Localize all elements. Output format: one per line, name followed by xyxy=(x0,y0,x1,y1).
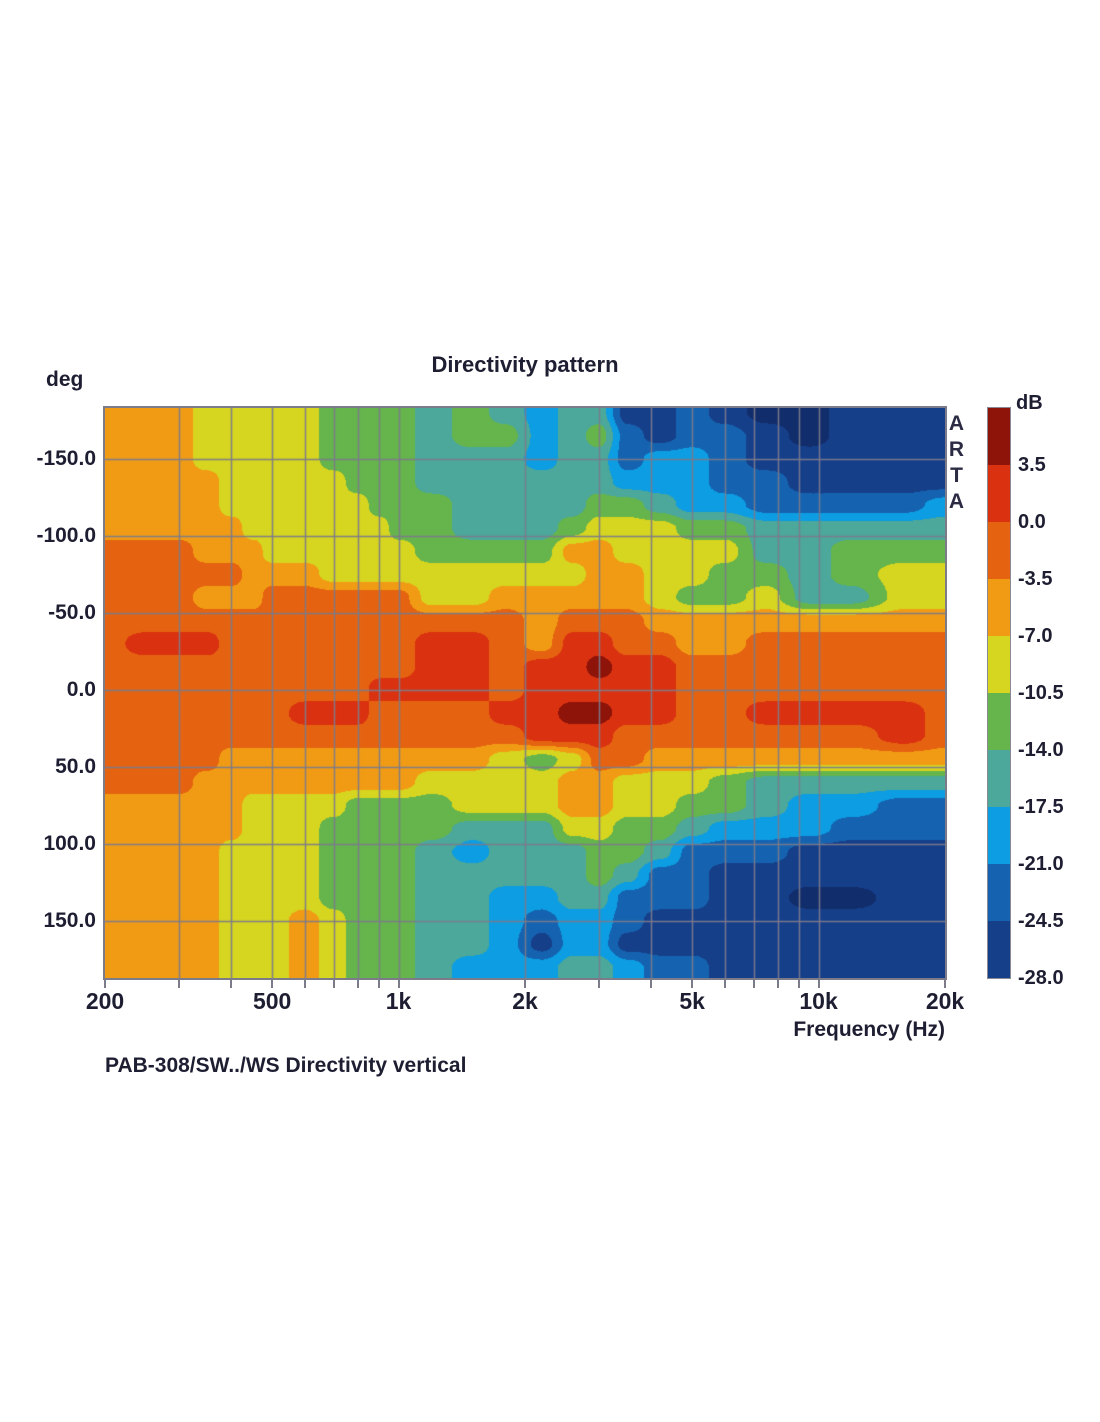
colorbar-band xyxy=(988,465,1010,522)
x-tick-mark xyxy=(356,979,359,988)
x-tick-mark xyxy=(378,979,381,988)
colorbar-tick-label: 0.0 xyxy=(1018,511,1046,533)
colorbar-unit-label: dB xyxy=(1016,392,1043,414)
x-tick-mark xyxy=(397,979,400,988)
colorbar-band xyxy=(988,693,1010,750)
x-axis-title: Frequency (Hz) xyxy=(793,1018,945,1041)
y-tick-label: 0.0 xyxy=(66,677,96,701)
colorbar-tick-label: -17.5 xyxy=(1018,796,1064,818)
y-tick-label: 100.0 xyxy=(43,831,96,855)
x-tick-mark xyxy=(944,979,946,988)
directivity-heatmap-canvas xyxy=(105,408,945,978)
x-tick-label: 5k xyxy=(679,988,705,1014)
x-tick-label: 10k xyxy=(799,988,838,1014)
colorbar-band xyxy=(988,807,1010,864)
x-tick-mark xyxy=(597,979,600,988)
y-tick-label: -100.0 xyxy=(36,523,96,547)
x-tick-label: 20k xyxy=(925,988,965,1014)
colorbar-tick-label: -24.5 xyxy=(1018,910,1064,932)
x-tick-mark xyxy=(752,979,755,988)
x-tick-label: 2k xyxy=(512,988,538,1014)
x-tick-label: 500 xyxy=(252,988,292,1014)
x-tick-mark xyxy=(104,979,106,988)
colorbar-band xyxy=(988,522,1010,579)
y-tick-label: 150.0 xyxy=(43,909,96,932)
x-tick-mark xyxy=(724,979,727,988)
x-tick-mark xyxy=(230,979,233,988)
chart-title: Directivity pattern xyxy=(431,352,619,377)
colorbar-tick-label: -28.0 xyxy=(1018,967,1064,989)
x-tick-mark xyxy=(817,979,820,988)
colorbar-tick-label: 3.5 xyxy=(1018,454,1046,476)
colorbar-tick-label: -3.5 xyxy=(1018,568,1053,590)
x-tick-mark xyxy=(691,979,694,988)
arta-watermark: ARTA xyxy=(945,412,968,516)
x-tick-mark xyxy=(332,979,335,988)
colorbar-band xyxy=(988,750,1010,807)
x-tick-label: 200 xyxy=(85,988,125,1014)
colorbar-tick-label: -10.5 xyxy=(1018,682,1064,704)
x-tick-mark xyxy=(304,979,307,988)
colorbar-tick-label: -7.0 xyxy=(1018,625,1053,647)
x-tick-label: 1k xyxy=(385,988,412,1014)
plot-area xyxy=(103,406,947,980)
colorbar-tick-label: -14.0 xyxy=(1018,739,1064,761)
chart-caption: PAB-308/SW../WS Directivity vertical xyxy=(105,1054,467,1077)
y-tick-label: -150.0 xyxy=(36,446,96,470)
x-tick-mark xyxy=(524,979,526,988)
colorbar-band xyxy=(988,864,1010,921)
x-tick-mark xyxy=(177,979,180,988)
colorbar-band xyxy=(988,636,1010,693)
y-axis-unit-label: deg xyxy=(46,368,84,391)
colorbar xyxy=(987,407,1011,979)
y-tick-label: -50.0 xyxy=(48,600,96,624)
colorbar-band xyxy=(988,579,1010,636)
x-tick-mark xyxy=(798,979,801,988)
x-tick-mark xyxy=(271,979,274,988)
colorbar-band xyxy=(988,408,1010,465)
x-tick-mark xyxy=(650,979,653,988)
colorbar-band xyxy=(988,921,1010,978)
y-tick-label: 50.0 xyxy=(55,754,96,778)
x-tick-mark xyxy=(776,979,779,988)
colorbar-tick-label: -21.0 xyxy=(1018,853,1064,875)
